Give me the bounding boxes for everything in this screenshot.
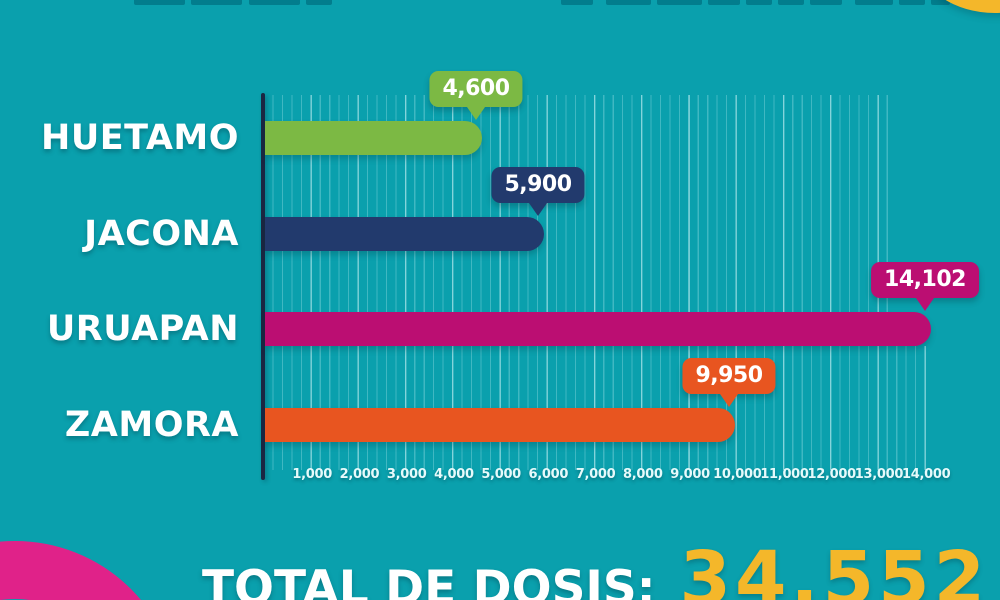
value-bubble-huetamo: 4,600 [429, 71, 523, 107]
x-tick-14000: 14,000 [901, 467, 951, 482]
total-label: TOTAL DE DOSIS: [202, 561, 656, 600]
category-label-uruapan: URUAPAN [46, 309, 239, 349]
cutoff-letter-shape [606, 0, 651, 5]
bar-uruapan [265, 312, 931, 346]
cutoff-letter-shape [306, 0, 332, 5]
x-tick-5000: 5,000 [481, 467, 521, 482]
y-axis-line [261, 93, 265, 480]
category-label-jacona: JACONA [84, 214, 239, 254]
value-bubble-uruapan: 14,102 [871, 262, 979, 298]
x-tick-3000: 3,000 [386, 467, 427, 482]
cutoff-letter-shape [931, 0, 950, 5]
cutoff-letter-shape [134, 0, 185, 5]
value-bubble-tail [720, 394, 738, 407]
x-tick-1000: 1,000 [292, 467, 333, 482]
bar-zamora [265, 408, 735, 442]
cutoff-letter-shape [657, 0, 702, 5]
cutoff-letter-shape [561, 0, 593, 5]
total-value: 34,552 [679, 536, 990, 600]
pink-ring-decoration [0, 541, 141, 600]
x-tick-4000: 4,000 [434, 467, 474, 482]
value-bubble-tail [916, 298, 934, 311]
x-tick-10000: 10,000 [713, 467, 762, 482]
gridline-stripes [263, 95, 931, 470]
category-label-zamora: ZAMORA [64, 405, 239, 445]
value-bubble-tail [529, 203, 547, 216]
cutoff-letter-shape [899, 0, 925, 5]
cutoff-letter-shape [746, 0, 772, 5]
bar-huetamo [265, 121, 482, 155]
value-bubble-jacona: 5,900 [491, 167, 585, 203]
bar-jacona [265, 217, 544, 251]
x-tick-7000: 7,000 [575, 467, 616, 482]
x-tick-13000: 13,000 [854, 467, 904, 482]
x-tick-11000: 11,000 [760, 467, 809, 482]
cutoff-letter-shape [191, 0, 242, 5]
x-tick-2000: 2,000 [339, 467, 380, 482]
x-tick-6000: 6,000 [528, 467, 569, 482]
cutoff-letter-shape [249, 0, 300, 5]
value-bubble-zamora: 9,950 [682, 358, 776, 394]
cutoff-letter-shape [855, 0, 893, 5]
category-label-huetamo: HUETAMO [41, 118, 239, 158]
cutoff-letter-shape [778, 0, 804, 5]
value-bubble-tail [467, 107, 485, 120]
cutoff-letter-shape [708, 0, 740, 5]
total-dosis: TOTAL DE DOSIS: 34,552 [202, 542, 989, 600]
x-tick-12000: 12,000 [807, 467, 857, 482]
cutoff-letter-shape [810, 0, 842, 5]
x-tick-9000: 9,000 [670, 467, 710, 482]
x-tick-8000: 8,000 [623, 467, 663, 482]
